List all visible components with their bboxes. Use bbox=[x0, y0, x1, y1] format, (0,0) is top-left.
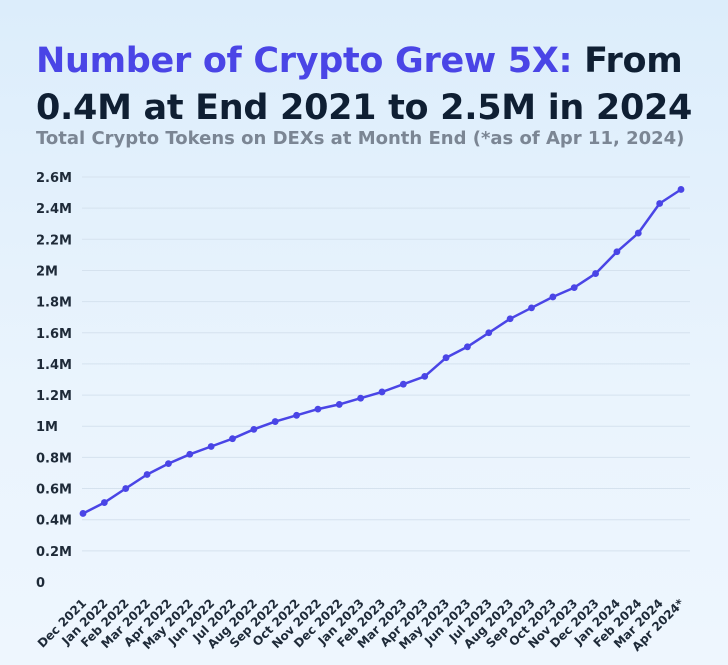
data-point bbox=[186, 450, 194, 458]
data-point bbox=[634, 229, 642, 237]
data-point bbox=[314, 405, 322, 413]
data-point bbox=[677, 186, 685, 193]
y-tick-label: 0.4M bbox=[36, 514, 72, 529]
data-point bbox=[421, 372, 429, 380]
data-point bbox=[570, 284, 578, 291]
data-point bbox=[464, 343, 471, 351]
y-tick-label: 2.2M bbox=[36, 233, 72, 248]
data-point bbox=[79, 510, 87, 517]
grid-lines bbox=[82, 176, 690, 552]
y-tick-label: 2M bbox=[36, 264, 58, 279]
data-point bbox=[656, 200, 664, 207]
data-point bbox=[250, 425, 258, 433]
y-tick-label: 1.2M bbox=[36, 389, 72, 404]
data-point bbox=[613, 248, 621, 256]
chart-subtitle: Total Crypto Tokens on DEXs at Month End… bbox=[36, 128, 685, 149]
y-tick-label: 0.8M bbox=[36, 451, 72, 466]
data-point bbox=[293, 411, 300, 419]
series-layer bbox=[79, 186, 685, 517]
y-tick-label: 1M bbox=[36, 420, 58, 435]
data-point bbox=[549, 293, 557, 301]
data-point bbox=[143, 471, 151, 478]
series-line bbox=[82, 188, 682, 515]
data-point bbox=[357, 394, 365, 402]
data-point bbox=[485, 329, 493, 337]
line-chart: 0 0.2M 0.4M 0.6M 0.8M 1M 1.2M 1.4M 1.6M 1.8M 2M 2.2… bbox=[35, 171, 690, 654]
y-tick-label: 2.4M bbox=[36, 202, 72, 217]
data-point bbox=[122, 485, 130, 492]
data-point bbox=[207, 443, 215, 450]
data-point bbox=[271, 418, 279, 425]
chart-title: Number of Crypto Grew 5X: From 0.4M at E… bbox=[36, 38, 716, 132]
y-tick-label: 1.8M bbox=[36, 296, 72, 311]
y-tick-label: 0 bbox=[36, 576, 45, 591]
data-point bbox=[442, 354, 450, 362]
data-point bbox=[378, 388, 386, 396]
data-point bbox=[100, 499, 108, 506]
data-point bbox=[165, 460, 172, 468]
data-point bbox=[399, 380, 407, 388]
chart-title-rest: From 0.4M at End 2021 to 2.5M in 2024 bbox=[36, 41, 693, 128]
y-tick-label: 0.2M bbox=[36, 545, 72, 560]
data-point bbox=[506, 315, 514, 323]
data-point bbox=[229, 435, 236, 443]
y-tick-label: 1.6M bbox=[36, 327, 72, 342]
data-point bbox=[335, 401, 343, 408]
data-point bbox=[592, 270, 599, 277]
y-tick-label: 0.6M bbox=[36, 483, 72, 498]
chart-title-accent: Number of Crypto Grew 5X: bbox=[36, 41, 573, 81]
y-tick-label: 1.4M bbox=[36, 358, 72, 373]
y-tick-label: 2.6M bbox=[36, 171, 72, 186]
y-axis-ticks: 0 0.2M 0.4M 0.6M 0.8M 1M 1.2M 1.4M 1.6M 1.8M 2M 2.2… bbox=[36, 171, 72, 591]
data-point bbox=[528, 304, 535, 312]
